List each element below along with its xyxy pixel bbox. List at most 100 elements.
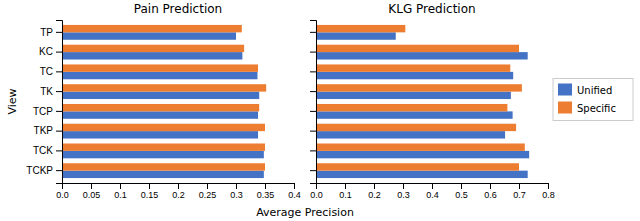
y-tick [310,170,316,171]
y-tick-mark [310,91,316,92]
bar [316,111,513,118]
x-tick-label: 0.25 [199,190,217,200]
x-tick: 0.2 [368,183,381,200]
bar [62,171,264,178]
y-tick [310,131,316,132]
x-tick-label: 0.4 [288,190,301,200]
bar [316,92,511,99]
y-tick [310,91,316,92]
x-tick-label: 0.3 [230,190,243,200]
y-tick: TC [40,66,62,77]
x-tick: 0.05 [83,183,101,200]
x-tick: 0.15 [141,183,159,200]
y-axis: TPKCTCTKTCPTKPTCKTCKP [26,21,62,184]
y-tick-label: KC [39,46,53,57]
y-tick-mark [310,32,316,33]
x-tick-mark [149,183,150,189]
y-axis-line [310,21,317,184]
y-tick-mark [310,52,316,53]
bar [316,124,516,131]
y-tick-mark [310,150,316,151]
legend-frame [553,79,633,121]
y-tick: TCK [33,145,62,156]
x-tick-label: 0.05 [83,190,101,200]
bar [62,92,259,99]
x-tick-mark [345,183,346,189]
y-tick-label: TC [40,66,53,77]
x-tick-mark [519,183,520,189]
x-tick-label: 0.1 [114,190,127,200]
bar [62,64,258,71]
x-tick-mark [236,183,237,189]
y-tick-mark [56,71,62,72]
y-tick: TCKP [26,165,62,176]
y-tick-label: TCK [33,145,53,156]
y-axis-title: View [6,88,19,114]
x-tick: 0.7 [513,183,526,200]
y-tick [310,52,316,53]
legend-swatch [558,84,572,96]
x-tick-label: 0.35 [257,190,275,200]
x-tick: 0.25 [199,183,217,200]
x-tick-label: 0.0 [56,190,69,200]
x-tick-mark [294,183,295,189]
x-tick-label: 0.1 [339,190,352,200]
legend-label: Specific [577,103,616,114]
y-tick-label: TCKP [26,165,53,176]
legend-label: Unified [577,85,612,96]
panel-title: KLG Prediction [388,2,475,16]
bar [316,45,519,52]
x-tick-mark [207,183,208,189]
y-tick-mark [56,91,62,92]
panel: 0.00.050.10.150.20.250.30.350.4TPKCTCTKT… [6,2,301,200]
x-tick-label: 0.8 [542,190,555,200]
x-tick-mark [461,183,462,189]
y-tick-mark [310,131,316,132]
x-tick-label: 0.7 [513,190,526,200]
x-tick-label: 0.6 [484,190,497,200]
y-tick-mark [56,52,62,53]
x-tick-mark [178,183,179,189]
bar [62,151,264,158]
y-tick [310,111,316,112]
y-tick: KC [39,46,62,57]
x-tick-mark [91,183,92,189]
bar [316,131,505,138]
x-tick-mark [265,183,266,189]
bar [62,163,265,170]
x-tick-label: 0.3 [397,190,410,200]
x-tick: 0.4 [426,183,439,200]
x-tick-mark [548,183,549,189]
bar [62,52,242,59]
bar [316,163,519,170]
bar [316,64,510,71]
legend: Unified Specific [553,79,633,121]
x-tick-mark [490,183,491,189]
x-tick: 0.0 [310,183,323,200]
x-tick-label: 0.4 [426,190,439,200]
bar [316,104,507,111]
bar [62,25,242,32]
y-tick-mark [56,32,62,33]
x-tick: 0.3 [230,183,243,200]
y-tick: TKP [34,125,62,136]
x-tick: 0.1 [339,183,352,200]
x-axis-title: Average Precision [256,206,354,219]
x-axis: 0.0 0.1 0.2 0.3 0.4 0.5 0.6 0.7 0.8 [310,183,555,200]
bar [316,171,528,178]
bar [62,124,265,131]
y-tick-mark [310,111,316,112]
bar [316,84,522,91]
x-tick: 0.3 [397,183,410,200]
bar [62,131,258,138]
x-tick-label: 0.2 [368,190,381,200]
bar [316,151,529,158]
y-axis-line [56,21,63,184]
y-tick-label: TKP [34,125,54,136]
panel: 0.0 0.1 0.2 0.3 0.4 0.5 0.6 0.7 0.8 KLG Predictio… [310,2,555,200]
legend-swatch [558,102,572,114]
y-tick: TCP [33,106,62,117]
x-tick: 0.5 [455,183,468,200]
x-tick: 0.35 [257,183,275,200]
x-tick: 0.6 [484,183,497,200]
